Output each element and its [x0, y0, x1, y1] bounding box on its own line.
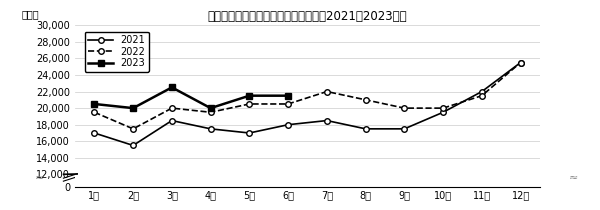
- 2022: [168, 107, 175, 109]
- 2021: [207, 128, 214, 130]
- 2021: [168, 119, 175, 122]
- 2022: [440, 107, 447, 109]
- Line: 2022: 2022: [92, 60, 523, 132]
- 2023: [246, 94, 253, 97]
- 2022: [323, 90, 331, 93]
- 2022: [362, 98, 369, 101]
- Text: ≈: ≈: [34, 172, 44, 182]
- 2023: [284, 94, 292, 97]
- 2022: [130, 128, 137, 130]
- Line: 2023: 2023: [92, 85, 291, 111]
- 2021: [362, 128, 369, 130]
- Line: 2021: 2021: [92, 60, 523, 148]
- 2022: [207, 111, 214, 114]
- 2022: [401, 107, 408, 109]
- 2021: [401, 128, 408, 130]
- Legend: 2021, 2022, 2023: 2021, 2022, 2023: [85, 32, 149, 72]
- 2022: [478, 94, 485, 97]
- 2021: [130, 144, 137, 147]
- 2022: [517, 61, 524, 64]
- Text: ≈: ≈: [568, 172, 578, 182]
- 2022: [284, 103, 292, 105]
- 2023: [91, 103, 98, 105]
- Title: ネットショッピングの支出額の推移（2021～2023年）: ネットショッピングの支出額の推移（2021～2023年）: [208, 10, 407, 23]
- 2023: [130, 107, 137, 109]
- Y-axis label: （円）: （円）: [22, 9, 40, 19]
- 2021: [440, 111, 447, 114]
- 2022: [91, 111, 98, 114]
- 2023: [207, 107, 214, 109]
- 2021: [284, 123, 292, 126]
- 2021: [517, 61, 524, 64]
- 2021: [323, 119, 331, 122]
- 2021: [246, 132, 253, 134]
- 2021: [91, 132, 98, 134]
- 2022: [246, 103, 253, 105]
- 2023: [168, 86, 175, 89]
- 2021: [478, 90, 485, 93]
